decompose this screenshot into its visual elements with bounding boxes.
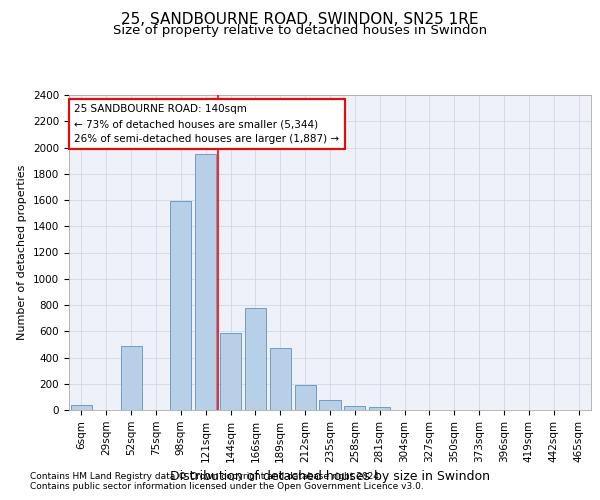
Bar (319, 400, 341, 410)
Text: 25 SANDBOURNE ROAD: 140sqm
← 73% of detached houses are smaller (5,344)
26% of s: 25 SANDBOURNE ROAD: 140sqm ← 73% of deta… (74, 104, 340, 144)
Y-axis label: Number of detached properties: Number of detached properties (17, 165, 28, 340)
Text: Contains HM Land Registry data © Crown copyright and database right 2024.: Contains HM Land Registry data © Crown c… (30, 472, 382, 481)
Text: 25, SANDBOURNE ROAD, SWINDON, SN25 1RE: 25, SANDBOURNE ROAD, SWINDON, SN25 1RE (121, 12, 479, 28)
Bar (71, 405, 92, 410)
Text: Size of property relative to detached houses in Swindon: Size of property relative to detached ho… (113, 24, 487, 37)
Text: Contains public sector information licensed under the Open Government Licence v3: Contains public sector information licen… (30, 482, 424, 491)
X-axis label: Distribution of detached houses by size in Swindon: Distribution of detached houses by size … (170, 470, 490, 483)
Bar (270, 348, 291, 410)
Bar (295, 385, 316, 410)
Bar (344, 406, 365, 410)
Bar (195, 154, 216, 410)
Bar (245, 308, 266, 410)
Bar (121, 346, 142, 410)
Bar (220, 332, 241, 410)
Bar (170, 202, 191, 410)
Bar (369, 406, 390, 410)
